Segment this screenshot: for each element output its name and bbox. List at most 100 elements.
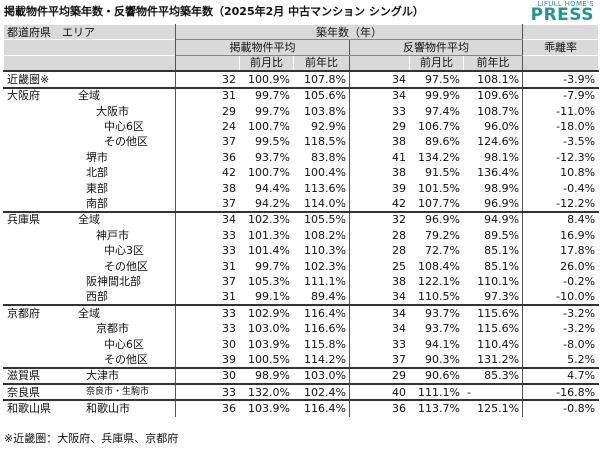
cell-area: 堺市 [69,149,176,166]
cell-listed-mom: 101.4% [248,244,290,258]
cell-inquiry-mom: 72.7% [425,244,460,258]
cell-listed-mom: 103.9% [239,399,294,417]
cell-listed-age: 31 [175,86,240,104]
header-listed: 掲載物件平均 [175,39,350,56]
cell-inquiry-age: 38 [392,135,406,149]
cell-listed-age: 34 [175,210,240,228]
cell-gap: -12.3% [556,150,596,164]
cell-inquiry-yoy: - [463,382,524,401]
cell-prefecture [4,103,70,118]
table-row: 神戸市 33 101.3% 108.2% 28 79.2% 89.5% 16.9% [4,227,599,243]
cell-inquiry-mom: 79.2% [425,228,460,242]
cell-gap: -3.2% [522,304,599,321]
cell-area: 全域 [69,210,176,228]
cell-listed-yoy: 115.8% [293,336,350,352]
cell-gap: -0.4% [563,181,596,195]
cell-area: 京都市 [69,320,176,337]
cell-listed-mom: 94.2% [255,196,290,210]
cell-listed-age: 30 [222,337,236,351]
cell-inquiry-mom: 91.5% [425,166,460,180]
cell-inquiry-mom: 99.9% [409,86,464,104]
cell-listed-yoy: 114.0% [293,195,350,212]
cell-gap: 8.4% [522,210,599,228]
cell-listed-yoy: 92.9% [293,118,350,135]
cell-inquiry-age: 25 [392,259,406,273]
cell-prefecture [4,180,70,195]
cell-prefecture: 奈良県 [3,382,70,401]
cell-gap: -0.2% [563,274,596,288]
cell-inquiry-yoy: 115.6% [463,320,524,337]
cell-listed-age: 33 [222,228,236,242]
cell-prefecture [4,165,70,180]
cell-inquiry-age: 33 [392,104,406,118]
cell-inquiry-yoy: 125.1% [463,399,524,417]
cell-inquiry-age: 34 [349,86,410,104]
cell-area: 北部 [69,165,176,181]
cell-listed-yoy: 100.4% [293,165,350,181]
cell-listed-mom: 100.9% [239,70,294,88]
cell-inquiry-mom: 108.4% [418,259,460,273]
cell-area: その他区 [69,258,176,274]
cell-listed-mom: 100.7% [248,166,290,180]
cell-inquiry-yoy: 96.0% [463,118,524,135]
cell-inquiry-age: 40 [349,382,410,401]
cell-listed-age: 39 [222,352,236,366]
cell-gap: -3.9% [522,70,599,88]
table-row: 奈良県 奈良市・生駒市 33 132.0% 102.4% 40 111.1% - -16.8% [3,382,599,401]
cell-prefecture [4,119,70,134]
cell-listed-mom: 99.5% [255,135,290,149]
cell-listed-mom: 101.3% [248,228,290,242]
cell-listed-mom: 100.5% [248,352,290,366]
header-blank-2 [3,39,176,56]
table-row: 京都府 全域 33 102.9% 116.4% 34 93.7% 115.6% -3.2% [3,304,599,321]
cell-listed-age: 36 [222,150,236,164]
cell-gap: -10.0% [556,290,596,304]
cell-inquiry-yoy: 98.1% [463,149,524,166]
cell-prefecture [4,352,70,368]
cell-area: 中心3区 [69,242,176,259]
cell-listed-yoy: 105.5% [293,210,350,228]
cell-listed-age: 32 [175,70,240,88]
cell-listed-age: 33 [175,304,240,321]
cell-listed-yoy: 103.0% [293,366,350,384]
cell-inquiry-yoy: 85.1% [463,258,524,274]
cell-listed-mom: 102.3% [239,210,294,228]
cell-inquiry-yoy: 108.7% [463,103,524,119]
cell-area: 神戸市 [69,227,176,243]
table-body: 近畿圏※ 32 100.9% 107.8% 34 97.5% 108.1% -3.9% 大阪府全… [3,70,599,417]
header-blank-4 [175,55,240,72]
header-listed-mom: 前月比 [239,55,294,72]
cell-area: 大津市 [69,366,176,384]
cell-area: 大阪市 [69,103,176,119]
cell-inquiry-mom: 107.7% [418,196,460,210]
cell-listed-yoy: 83.8% [293,149,350,166]
cell-listed-yoy: 116.4% [293,304,350,321]
cell-area: 南部 [69,195,176,212]
cell-listed-mom: 132.0% [239,382,294,401]
cell-listed-mom: 93.7% [255,150,290,164]
cell-listed-yoy: 102.4% [293,382,350,401]
cell-inquiry-yoy: 98.9% [463,180,524,196]
cell-listed-age: 29 [222,104,236,118]
cell-gap: -3.2% [563,322,596,336]
cell-area: 阪神間北部 [69,273,176,290]
cell-inquiry-mom: 101.5% [418,181,460,195]
cell-listed-age: 33 [175,382,240,401]
cell-gap: 10.8% [560,166,596,180]
cell-gap: -8.0% [563,337,596,351]
cell-inquiry-age: 28 [392,228,406,242]
cell-prefecture [4,228,70,243]
header-age: 築年数（年） [175,24,524,41]
cell-listed-mom: 99.7% [255,104,290,118]
cell-listed-yoy: 114.2% [293,351,350,368]
table-row: 大阪市 29 99.7% 103.8% 33 97.4% 108.7% -11.0% [4,103,599,119]
cell-area [69,70,176,88]
cell-listed-yoy: 111.1% [293,273,350,290]
table-row: 大阪府 全域 31 99.7% 105.6% 34 99.9% 109.6% -7.9% [3,86,599,104]
brand-logo: LIFULL HOME'S PRESS [531,0,594,24]
table-row: 近畿圏※ 32 100.9% 107.8% 34 97.5% 108.1% -3.9% [3,70,599,88]
cell-inquiry-mom: 93.7% [409,304,464,321]
header-blank-5 [349,55,410,72]
cell-prefecture [4,196,70,212]
cell-listed-yoy: 118.5% [293,134,350,150]
